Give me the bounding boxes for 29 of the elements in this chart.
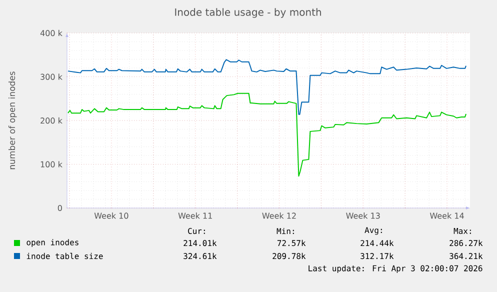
y-tick-label: 0: [58, 204, 62, 212]
text: Min:: [276, 228, 294, 234]
legend-label: open inodes: [26, 239, 78, 247]
y-tick-label: 300 k: [40, 74, 62, 80]
text: 214.01k: [184, 240, 217, 246]
text: 286.27k: [450, 240, 483, 246]
x-tick-label: Week 13: [346, 212, 380, 219]
x-tick-label: Week 10: [94, 212, 128, 219]
y-axis-title: number of open inodes: [8, 72, 17, 170]
text: 72.57k: [277, 240, 306, 246]
text: Cur:: [188, 228, 205, 234]
y-tick-label: 400 k: [40, 30, 62, 36]
text: Last update: Fri Apr 3 02:00:07 2026: [308, 265, 482, 273]
text: 364.21k: [450, 252, 483, 260]
legend-label: inode table size: [26, 252, 103, 260]
text: Avg:: [364, 227, 382, 235]
text: 312.17k: [360, 252, 394, 260]
line-series: [68, 59, 467, 115]
line-series: [68, 92, 467, 177]
text: 214.44k: [360, 240, 394, 246]
text: Max:: [454, 228, 471, 234]
x-tick-label: Week 12: [262, 212, 296, 219]
x-tick-label: Week 14: [430, 212, 464, 219]
text: 324.61k: [184, 252, 217, 260]
y-tick-label: 100 k: [40, 161, 62, 168]
chart-title: Inode table usage - by month: [175, 8, 321, 18]
y-tick-label: 200 k: [40, 117, 62, 124]
x-tick-label: Week 11: [178, 212, 212, 219]
text: 209.78k: [272, 252, 306, 260]
